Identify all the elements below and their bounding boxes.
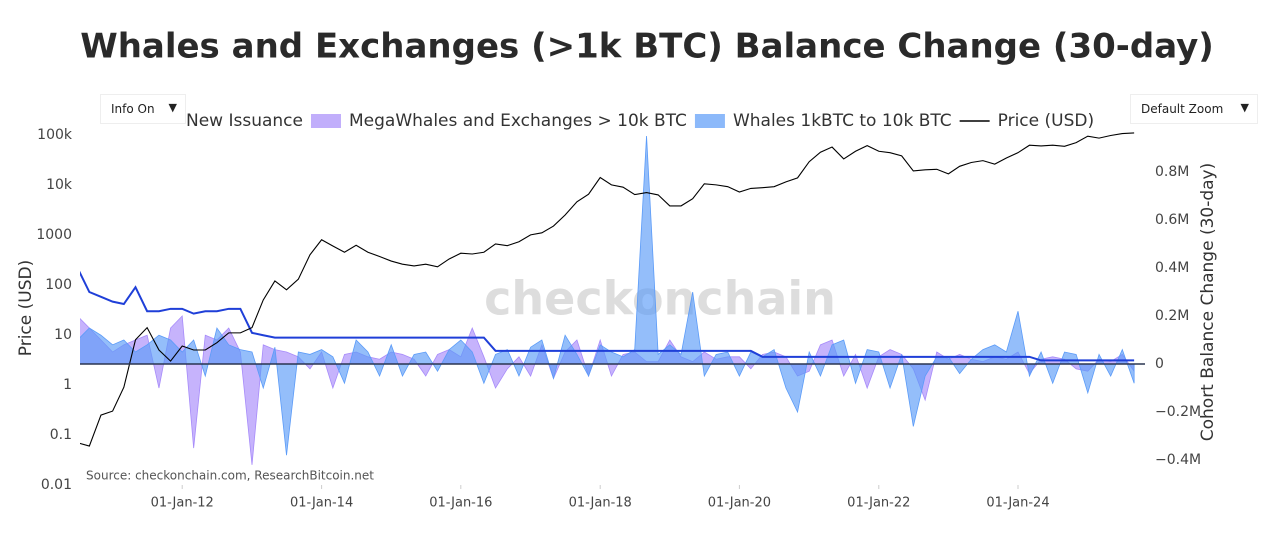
legend-label: Price (USD): [998, 111, 1094, 131]
x-tick-label: 01-Jan-20: [708, 496, 771, 511]
source-note: Source: checkonchain.com, ResearchBitcoi…: [86, 469, 374, 483]
legend-swatch: [310, 114, 341, 128]
plot-area: [80, 132, 1135, 465]
zoom-dropdown[interactable]: Default Zoom ▼: [1130, 94, 1258, 124]
y-tick-label: 0.1: [50, 427, 72, 443]
y2-tick-label: 0: [1155, 356, 1164, 372]
y-tick-label: 1: [63, 377, 72, 393]
y2-tick-label: 0.6M: [1155, 212, 1189, 228]
y2-tick-label: 0.8M: [1155, 164, 1189, 180]
y-tick-label: 10k: [46, 177, 73, 193]
y-tick-label: 100k: [37, 127, 73, 143]
dropdown-arrow: ▼: [1240, 101, 1249, 114]
chart-title: Whales and Exchanges (>1k BTC) Balance C…: [80, 27, 1214, 67]
x-tick-label: 01-Jan-14: [290, 496, 353, 511]
x-tick-label: 01-Jan-12: [151, 496, 214, 511]
y-tick-label: 10: [54, 327, 72, 343]
info-label: Info On: [111, 102, 155, 116]
legend-label: MegaWhales and Exchanges > 10k BTC: [349, 111, 687, 131]
legend-swatch: [694, 114, 725, 128]
y2-tick-label: 0.4M: [1155, 260, 1189, 276]
y-tick-label: 0.01: [41, 477, 72, 493]
x-tick-label: 01-Jan-22: [847, 496, 910, 511]
legend-label: New Issuance: [186, 111, 303, 131]
y-axis-title: Price (USD): [16, 260, 36, 356]
zoom-label: Default Zoom: [1141, 102, 1224, 116]
dropdown-arrow: ▼: [168, 101, 177, 114]
watermark: checkonchain: [484, 272, 836, 326]
x-tick-label: 01-Jan-24: [986, 496, 1049, 511]
y2-tick-label: 0.2M: [1155, 308, 1189, 324]
y2-tick-label: −0.4M: [1155, 452, 1201, 468]
y-tick-label: 100: [45, 277, 72, 293]
legend-label: Whales 1kBTC to 10k BTC: [733, 111, 952, 131]
y2-tick-label: −0.2M: [1155, 404, 1201, 420]
area-series: [80, 315, 1135, 465]
y-tick-label: 1000: [36, 227, 72, 243]
x-tick-label: 01-Jan-16: [429, 496, 492, 511]
line-series: [80, 132, 1135, 447]
y2-axis-title: Cohort Balance Change (30-day): [1198, 163, 1218, 442]
x-tick-label: 01-Jan-18: [569, 496, 632, 511]
info-dropdown[interactable]: Info On ▼: [100, 94, 186, 124]
line-series: [80, 270, 1135, 362]
